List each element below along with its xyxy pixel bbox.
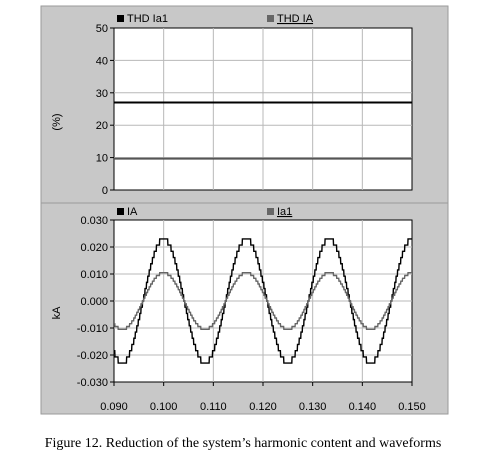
y-tick-label: 50 — [96, 23, 108, 35]
y-tick-label: 0.000 — [80, 296, 108, 308]
y-tick-label: -0.010 — [77, 323, 108, 335]
y-tick-label: 10 — [96, 153, 108, 165]
series-line — [114, 271, 412, 331]
x-tick-label: 0.100 — [150, 401, 178, 413]
x-tick-label: 0.150 — [398, 401, 426, 413]
legend-swatch-thd-ia1 — [117, 15, 124, 22]
thd-panel: 50 40 30 20 10 0 THD Ia1 THD IA (%) — [51, 13, 413, 197]
figure-caption: Figure 12. Reduction of the system’s har… — [44, 436, 442, 451]
thd-y-axis-label: (%) — [51, 113, 63, 130]
x-tick-label: 0.110 — [200, 401, 227, 413]
y-tick-label: 0 — [102, 185, 108, 197]
y-tick-label: -0.020 — [77, 350, 108, 362]
legend-swatch-thd-ia — [267, 15, 274, 22]
y-tick-label: -0.030 — [77, 377, 108, 389]
x-tick-label: 0.120 — [249, 401, 277, 413]
x-tick-label: 0.140 — [349, 401, 377, 413]
legend-label-ia: IA — [127, 206, 138, 218]
legend-swatch-ia1 — [267, 208, 274, 215]
legend-label-ia1: Ia1 — [277, 206, 292, 218]
waveform-panel: 0.030 0.020 0.010 0.000 -0.010 -0.020 -0.030 I… — [51, 206, 426, 413]
y-tick-label: 0.030 — [80, 215, 108, 227]
series-line — [114, 238, 412, 364]
legend-label-thd-ia1: THD Ia1 — [127, 13, 168, 25]
y-tick-label: 0.010 — [80, 269, 108, 281]
y-tick-label: 20 — [96, 120, 108, 132]
legend-swatch-ia — [117, 208, 124, 215]
x-tick-label: 0.130 — [299, 401, 327, 413]
waveform-legend: IA Ia1 — [117, 206, 292, 218]
waveform-y-axis-label: kA — [51, 306, 63, 320]
y-tick-label: 40 — [96, 55, 108, 67]
legend-label-thd-ia: THD IA — [277, 13, 314, 25]
figure: 50 40 30 20 10 0 THD Ia1 THD IA (%) 0.030 0.02… — [40, 5, 449, 415]
y-tick-label: 0.020 — [80, 242, 108, 254]
y-tick-label: 30 — [96, 88, 108, 100]
thd-legend: THD Ia1 THD IA — [117, 13, 314, 25]
x-tick-label: 0.090 — [100, 401, 128, 413]
